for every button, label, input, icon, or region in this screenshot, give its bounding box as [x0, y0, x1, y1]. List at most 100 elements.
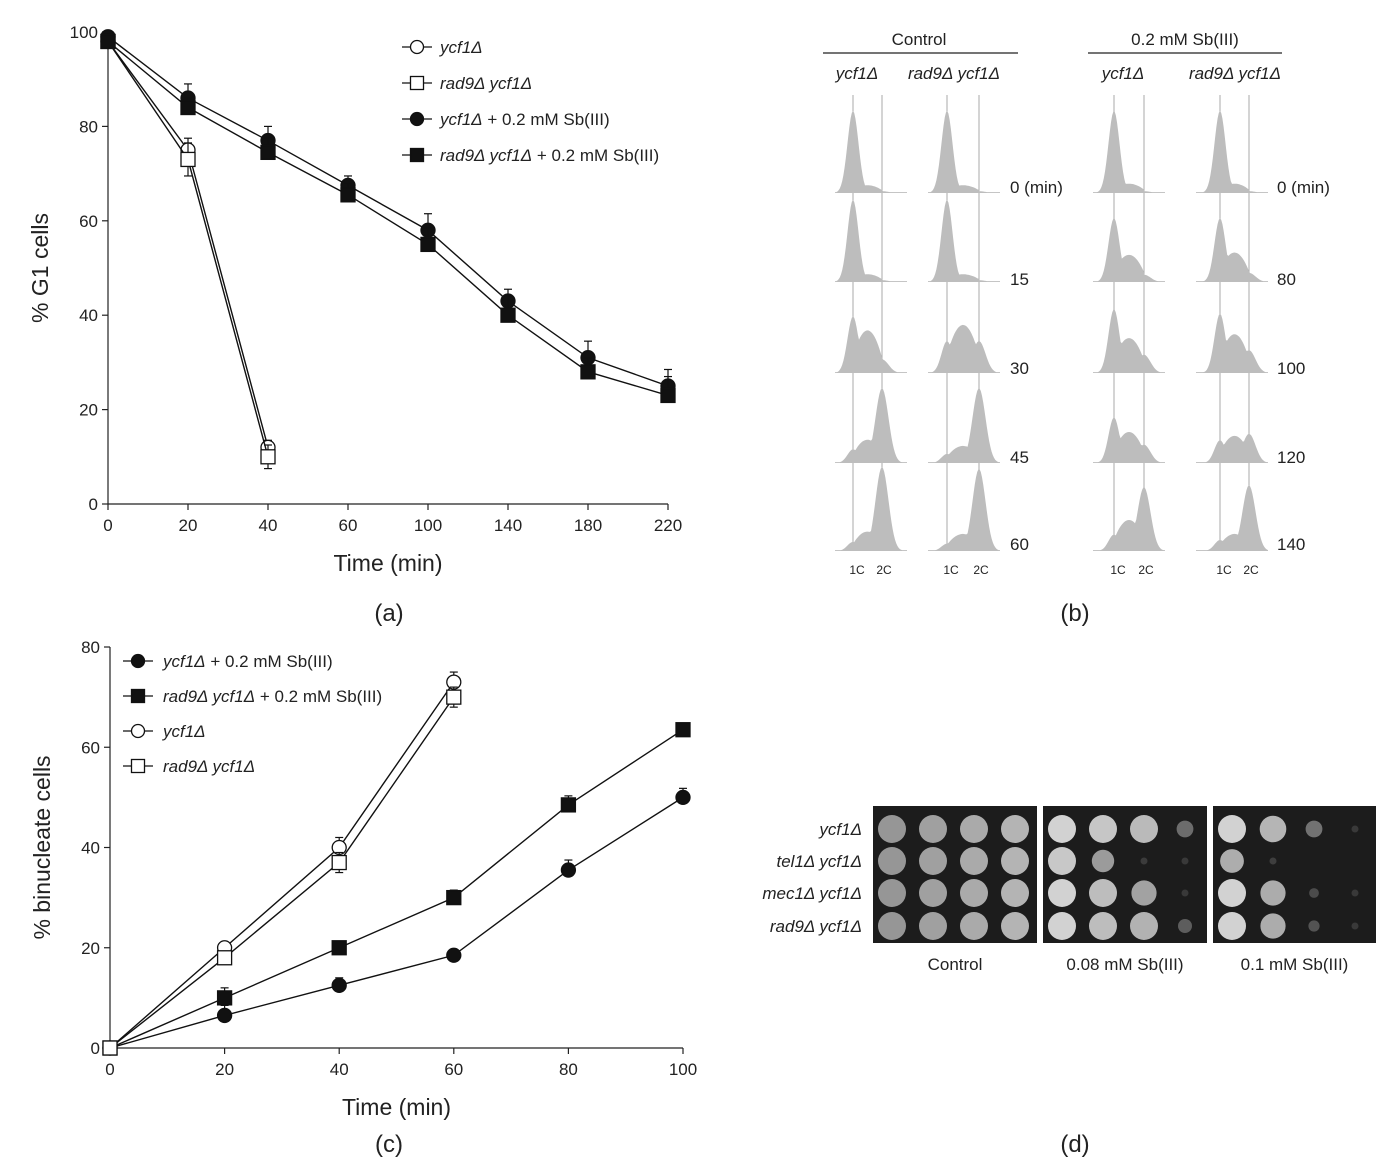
legend-label: ycf1Δ	[162, 722, 206, 741]
yeast-spot	[1001, 847, 1029, 875]
yeast-spot	[1001, 815, 1029, 843]
yeast-spot	[1001, 912, 1029, 940]
dna-histogram	[1093, 487, 1165, 551]
yeast-spot	[1130, 912, 1158, 940]
legend-marker	[130, 758, 146, 774]
dna-content-label: 1C	[1110, 563, 1126, 577]
time-label-sb: 80	[1277, 270, 1296, 289]
dna-histogram	[1196, 433, 1268, 463]
yeast-spot	[1048, 847, 1076, 875]
y-tick-label: 80	[81, 638, 100, 657]
yeast-spot	[1220, 849, 1244, 873]
yeast-spot	[1048, 815, 1076, 843]
dna-content-label: 2C	[1243, 563, 1259, 577]
yeast-spot	[919, 847, 947, 875]
data-point	[660, 387, 676, 404]
group-header: 0.2 mM Sb(III)	[1131, 30, 1239, 49]
yeast-spot	[1218, 912, 1246, 940]
x-tick-label: 0	[105, 1060, 114, 1079]
y-tick-label: 80	[79, 117, 98, 136]
dna-histogram	[928, 324, 1000, 373]
x-tick-label: 140	[494, 516, 522, 535]
yeast-spot	[1178, 919, 1192, 933]
yeast-spot	[1048, 879, 1076, 907]
x-tick-label: 60	[339, 516, 358, 535]
dna-histogram	[835, 467, 907, 551]
legend-marker	[130, 688, 146, 704]
yeast-spot	[960, 912, 988, 940]
yeast-spot	[919, 912, 947, 940]
yeast-spot	[1181, 889, 1189, 897]
x-tick-label: 100	[414, 516, 442, 535]
time-label-control: 0 (min)	[1010, 178, 1063, 197]
yeast-spot	[1260, 913, 1286, 939]
data-point	[675, 789, 691, 806]
group-header: Control	[892, 30, 947, 49]
data-point	[340, 187, 356, 203]
time-label-control: 15	[1010, 270, 1029, 289]
dna-content-label: 1C	[943, 563, 959, 577]
condition-label: 0.1 mM Sb(III)	[1241, 955, 1349, 974]
series-line	[109, 696, 455, 1049]
yeast-spot	[1001, 879, 1029, 907]
series-line	[109, 681, 455, 1049]
panel-d-label: (d)	[1060, 1131, 1089, 1158]
legend-label: rad9Δ ycf1Δ	[440, 74, 532, 93]
strain-label: ycf1Δ	[818, 820, 862, 839]
column-header: ycf1Δ	[835, 64, 879, 83]
dna-histogram	[835, 316, 907, 373]
yeast-spot	[1091, 849, 1115, 873]
y-tick-label: 0	[89, 495, 98, 514]
data-point	[580, 364, 596, 380]
yeast-spot	[960, 847, 988, 875]
yeast-spot	[1089, 815, 1117, 843]
dna-histogram	[835, 388, 907, 463]
data-point	[420, 236, 436, 253]
panel-c-chart: 0 20 40 60 80 0 20 40 60 80 100 Time (min) % binucle…	[29, 638, 697, 1120]
data-point	[180, 99, 196, 116]
yeast-spot	[960, 879, 988, 907]
yeast-spot	[1089, 912, 1117, 940]
time-label-sb: 140	[1277, 535, 1305, 554]
legend-marker	[409, 75, 425, 91]
data-point	[331, 854, 347, 871]
yeast-spot	[878, 815, 906, 843]
data-point	[331, 977, 347, 993]
data-point	[216, 990, 233, 1006]
y-tick-label: 40	[81, 839, 100, 858]
time-label-control: 30	[1010, 359, 1029, 378]
y-tick-label: 60	[79, 212, 98, 231]
strain-label: tel1Δ ycf1Δ	[777, 852, 863, 871]
series-line	[109, 729, 684, 1049]
yeast-spot	[1305, 820, 1323, 838]
legend-label: rad9Δ ycf1Δ + 0.2 mM Sb(III)	[440, 146, 659, 165]
column-header: ycf1Δ	[1101, 64, 1145, 83]
dna-histogram	[835, 110, 907, 193]
time-label-control: 45	[1010, 448, 1029, 467]
condition-label: 0.08 mM Sb(III)	[1066, 955, 1183, 974]
panel-a-chart: 0 20 40 60 80 100 0 20 40 60 100 140 180 220 Time (min…	[27, 23, 682, 576]
yeast-spot	[919, 815, 947, 843]
data-point	[331, 940, 347, 956]
panel-b-label: (b)	[1060, 600, 1089, 627]
dna-histogram	[1093, 218, 1165, 282]
x-tick-label: 20	[179, 516, 198, 535]
dna-histogram	[1093, 309, 1165, 373]
x-tick-label: 180	[574, 516, 602, 535]
dna-histogram	[1196, 110, 1268, 193]
x-axis-title: Time (min)	[342, 1094, 451, 1120]
yeast-spot	[1269, 857, 1277, 865]
panel-b-flow-cytometry: Control 0.2 mM Sb(III) ycf1Δ 1C 2C rad9Δ ycf1…	[823, 30, 1330, 577]
dna-histogram	[928, 111, 1000, 193]
y-tick-label: 20	[79, 401, 98, 420]
x-tick-label: 40	[330, 1060, 349, 1079]
time-label-sb: 100	[1277, 359, 1305, 378]
y-axis-title: % binucleate cells	[29, 755, 55, 939]
legend-marker	[409, 39, 425, 55]
x-tick-label: 20	[215, 1060, 234, 1079]
dna-histogram	[928, 200, 1000, 282]
y-tick-label: 40	[79, 306, 98, 325]
data-point	[446, 689, 462, 705]
data-point	[216, 950, 233, 966]
dna-content-label: 1C	[849, 563, 865, 577]
